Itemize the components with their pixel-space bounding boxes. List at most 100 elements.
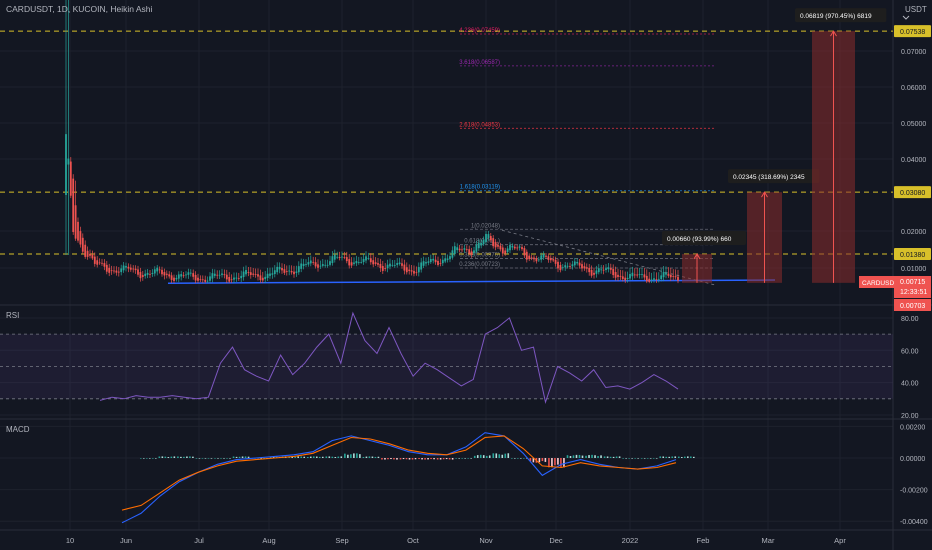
candle-body [353, 262, 355, 264]
countdown-label: 12:33:51 [900, 289, 927, 296]
macd-histogram-bar [297, 456, 300, 458]
macd-histogram-bar [356, 453, 358, 458]
candle-body [535, 258, 538, 262]
macd-histogram-bar [186, 456, 188, 458]
candle-body [513, 246, 516, 249]
candle-body [583, 266, 586, 269]
macd-histogram-bar [418, 458, 420, 460]
macd-histogram-bar [247, 456, 250, 458]
candle-body [355, 261, 358, 264]
macd-histogram-bar [201, 458, 204, 459]
candle-body [146, 272, 149, 275]
candle-body [333, 254, 336, 260]
fib-level-label: 0.618(0.01...) [464, 239, 500, 245]
symbol-badge-label: CARDUSDT [862, 280, 898, 287]
rsi-axis-label: 60.00 [901, 348, 919, 355]
candle-body [398, 262, 401, 264]
candle-body [396, 263, 399, 265]
candle-body [314, 262, 317, 267]
fib-level-label: 2.618(0.04853) [459, 122, 500, 128]
candle-body [569, 266, 571, 267]
candle-body [74, 205, 77, 239]
candle-body [509, 244, 511, 251]
price-axis-label: 0.05000 [901, 121, 926, 128]
candle-body [554, 259, 557, 264]
candle-body [482, 239, 485, 245]
candle-body [434, 259, 437, 263]
candle-body [93, 256, 96, 264]
candle-body [557, 261, 559, 269]
candle-body [578, 262, 581, 266]
candle-body [305, 264, 307, 265]
candle-body [209, 276, 211, 281]
candle-body [588, 267, 591, 273]
candle-body [449, 256, 451, 260]
candle-body [245, 269, 247, 275]
candle-body [672, 276, 675, 277]
candle-body [386, 264, 389, 269]
fib-level-label: 1.618(0.03119) [460, 185, 500, 191]
candle-body [499, 245, 502, 250]
candle-body [504, 250, 507, 254]
candle-body [648, 278, 651, 282]
macd-histogram-bar [180, 456, 182, 458]
candle-body [362, 258, 365, 263]
macd-histogram-bar [529, 458, 532, 462]
candle-body [144, 273, 147, 277]
candle-body [521, 247, 523, 250]
currency-label[interactable]: USDT [905, 5, 927, 14]
candle-body [134, 268, 137, 271]
candle-body [677, 276, 679, 281]
candle-body [115, 270, 118, 273]
candle-body [290, 271, 293, 273]
macd-histogram-bar [220, 458, 222, 459]
candle-series[interactable] [65, 0, 679, 284]
macd-histogram-bar [479, 454, 482, 458]
macd-histogram-bar [668, 456, 671, 458]
candle-body [470, 251, 473, 255]
current-price-label: 0.00715 [900, 279, 925, 286]
macd-histogram-bar [183, 456, 185, 458]
candle-body [427, 261, 430, 263]
candle-body [139, 272, 142, 279]
macd-histogram-bar [427, 458, 429, 460]
candle-body [566, 265, 569, 267]
candle-body [533, 257, 535, 260]
candle-body [225, 274, 228, 280]
candle-body [660, 275, 663, 280]
candle-body [525, 251, 528, 260]
macd-histogram-bar [371, 456, 374, 458]
level-price-label: 0.01380 [900, 252, 925, 259]
candle-body [113, 270, 115, 272]
chevron-down-icon[interactable] [902, 15, 910, 20]
candle-body [84, 244, 87, 257]
target-label: 0.06819 (970.45%) 6819 [800, 13, 872, 20]
macd-histogram-bar [473, 455, 476, 458]
candle-body [581, 264, 583, 269]
macd-histogram-bar [238, 456, 241, 458]
candle-body [252, 273, 255, 275]
rsi-line [99, 311, 679, 404]
candle-body [259, 275, 262, 281]
macd-histogram-bar [241, 456, 244, 458]
rsi-series [99, 311, 679, 404]
macd-histogram-bar [384, 458, 386, 460]
macd-histogram-bar [149, 458, 151, 459]
macd-histogram-bar [177, 456, 179, 458]
macd-histogram-bar [155, 458, 157, 459]
candle-body [185, 274, 187, 276]
macd-histogram-bar [485, 455, 488, 458]
candle-body [446, 258, 449, 260]
level-price-label: 0.03080 [900, 190, 925, 197]
macd-histogram-bar [381, 458, 383, 460]
macd-histogram-bar [649, 458, 652, 459]
candle-body [125, 266, 127, 268]
macd-histogram-bar [173, 456, 176, 458]
candle-body [542, 253, 545, 258]
candle-body [420, 262, 423, 270]
macd-histogram-bar [464, 458, 466, 459]
price-axis-label: 0.02000 [901, 229, 926, 236]
candle-body [302, 263, 305, 267]
target-label: 0.02345 (318.69%) 2345 [733, 174, 805, 181]
